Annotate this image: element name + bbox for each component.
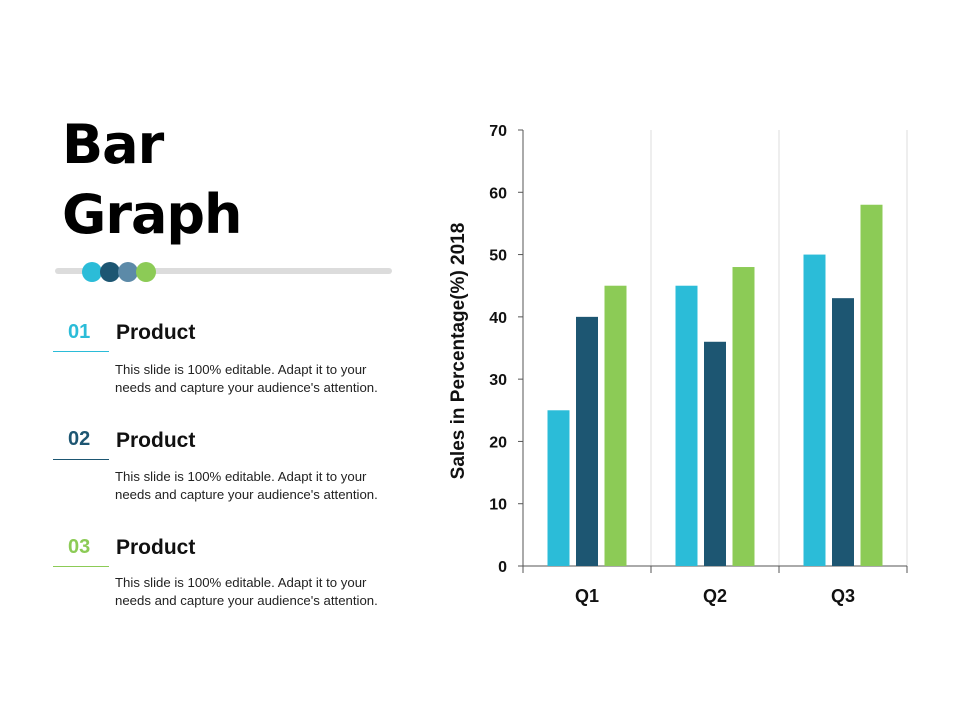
item-heading-2: Product [116, 429, 196, 452]
item-description-1: This slide is 100% editable. Adapt it to… [115, 361, 415, 397]
item-rule-2 [53, 459, 109, 460]
item-description-2-line-2: needs and capture your audience's attent… [115, 487, 378, 502]
item-number-1: 01 [68, 321, 91, 343]
item-description-3: This slide is 100% editable. Adapt it to… [115, 574, 415, 610]
slider-dot-3 [118, 262, 138, 282]
y-tick-label: 30 [489, 372, 507, 389]
slider-dot-1 [82, 262, 102, 282]
item-number-2: 02 [68, 428, 91, 450]
y-tick-label: 0 [498, 559, 507, 576]
bar-q1-series-1 [547, 410, 570, 566]
x-tick-label: Q3 [831, 586, 855, 606]
item-description-1-line-1: This slide is 100% editable. Adapt it to… [115, 362, 367, 377]
y-tick-label: 40 [489, 310, 507, 327]
item-description-3-line-2: needs and capture your audience's attent… [115, 593, 378, 608]
bar-q3-series-2 [832, 298, 854, 566]
bar-q1-series-2 [576, 316, 598, 566]
x-tick-label: Q2 [703, 586, 727, 606]
y-tick-label: 10 [489, 497, 507, 514]
bar-q2-series-2 [704, 341, 726, 566]
y-axis-label: Sales in Percentage(%) 2018 [448, 223, 469, 480]
decorative-slider-track [55, 268, 392, 274]
bar-q3-series-1 [803, 254, 826, 567]
bar-q2-series-1 [675, 285, 698, 566]
bar-q1-series-3 [604, 285, 627, 566]
item-description-1-line-2: needs and capture your audience's attent… [115, 380, 378, 395]
slider-dot-2 [100, 262, 120, 282]
item-description-2: This slide is 100% editable. Adapt it to… [115, 468, 415, 504]
item-rule-1 [53, 351, 109, 352]
y-tick-label: 70 [489, 123, 507, 140]
title-line-2: Graph [62, 183, 243, 246]
y-tick-label: 20 [489, 434, 507, 451]
item-heading-3: Product [116, 536, 196, 559]
y-tick-label: 60 [489, 185, 507, 202]
item-rule-3 [53, 566, 109, 567]
bar-q2-series-3 [732, 267, 755, 566]
x-tick-label: Q1 [575, 586, 599, 606]
item-heading-1: Product [116, 321, 196, 344]
item-number-3: 03 [68, 536, 91, 558]
item-description-2-line-1: This slide is 100% editable. Adapt it to… [115, 469, 367, 484]
item-description-3-line-1: This slide is 100% editable. Adapt it to… [115, 575, 367, 590]
title-line-1: Bar [62, 113, 164, 176]
slider-dot-4 [136, 262, 156, 282]
slide-title: Bar Graph [62, 110, 362, 250]
y-tick-label: 50 [489, 248, 507, 265]
bar-q3-series-3 [860, 204, 883, 566]
